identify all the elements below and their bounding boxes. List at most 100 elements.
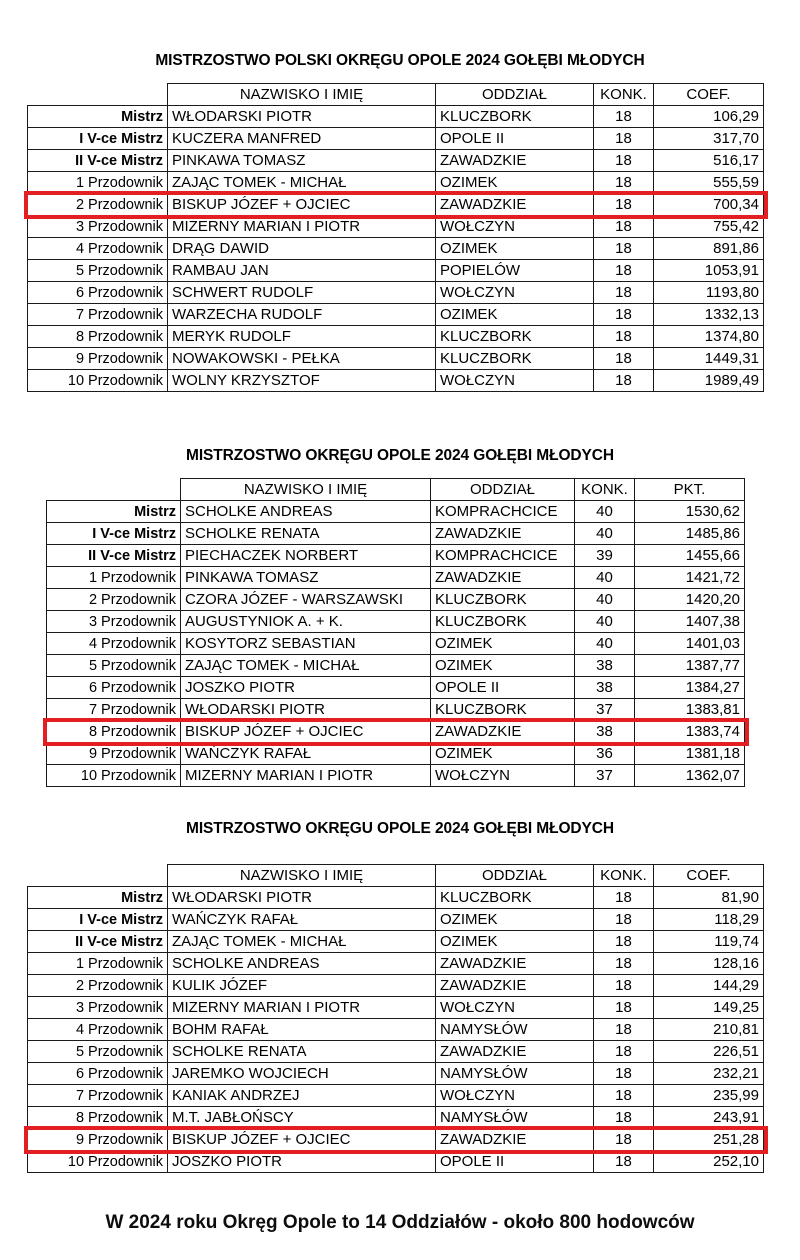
table-row: 4 Przodownik DRĄG DAWID OZIMEK 18 891,86: [27, 237, 764, 260]
score-value-cell: 149,25: [653, 996, 764, 1019]
rank-label-cell: 2 Przodownik: [46, 588, 181, 611]
score-value-cell: 81,90: [653, 886, 764, 909]
section-branch-cell: WOŁCZYN: [430, 764, 575, 787]
section-branch-cell: OZIMEK: [435, 930, 594, 953]
breeder-name-cell: KOSYTORZ SEBASTIAN: [180, 632, 431, 655]
score-value-cell: 1362,07: [634, 764, 745, 787]
contests-count-cell: 18: [593, 1062, 654, 1085]
table-row: 9 Przodownik WAŃCZYK RAFAŁ OZIMEK 36 1381,18: [46, 742, 745, 765]
table-row: 8 Przodownik MERYK RUDOLF KLUCZBORK 18 1374,…: [27, 325, 764, 348]
contests-count-cell: 18: [593, 193, 654, 216]
table-header-row: NAZWISKO I IMIĘ ODDZIAŁ KONK. COEF.: [27, 864, 764, 887]
section-title: MISTRZOSTWO OKRĘGU OPOLE 2024 GOŁĘBI MŁO…: [186, 820, 614, 837]
column-header: COEF.: [653, 83, 764, 106]
rank-label-cell: 9 Przodownik: [27, 1128, 168, 1151]
contests-count-cell: 18: [593, 1106, 654, 1129]
section-branch-cell: OZIMEK: [435, 303, 594, 326]
rank-label-cell: 7 Przodownik: [46, 698, 181, 721]
breeder-name-cell: SCHWERT RUDOLF: [167, 281, 436, 304]
contests-count-cell: 18: [593, 369, 654, 392]
section-branch-cell: ZAWADZKIE: [435, 1128, 594, 1151]
section-branch-cell: WOŁCZYN: [435, 996, 594, 1019]
column-header: KONK.: [574, 478, 635, 501]
table-row: Mistrz WŁODARSKI PIOTR KLUCZBORK 18 81,90: [27, 886, 764, 909]
rank-label-cell: I V-ce Mistrz: [46, 522, 181, 545]
contests-count-cell: 18: [593, 215, 654, 238]
section-branch-cell: WOŁCZYN: [435, 281, 594, 304]
table-row: 3 Przodownik MIZERNY MARIAN I PIOTR WOŁCZY…: [27, 215, 764, 238]
section-branch-cell: WOŁCZYN: [435, 1084, 594, 1107]
table-row: 5 Przodownik SCHOLKE RENATA ZAWADZKIE 18 226…: [27, 1040, 764, 1063]
contests-count-cell: 39: [574, 544, 635, 567]
table-row: 9 Przodownik NOWAKOWSKI - PEŁKA KLUCZBORK 1…: [27, 347, 764, 370]
score-value-cell: 144,29: [653, 974, 764, 997]
section-branch-cell: OZIMEK: [435, 237, 594, 260]
score-value-cell: 1989,49: [653, 369, 764, 392]
section-branch-cell: KLUCZBORK: [430, 698, 575, 721]
table-row: 7 Przodownik WŁODARSKI PIOTR KLUCZBORK 37 13…: [46, 698, 745, 721]
section-branch-cell: KOMPRACHCICE: [430, 544, 575, 567]
rank-label-cell: 10 Przodownik: [27, 1150, 168, 1173]
contests-count-cell: 40: [574, 500, 635, 523]
table-row: 5 Przodownik ZAJĄC TOMEK - MICHAŁ OZIMEK 38…: [46, 654, 745, 677]
score-value-cell: 1387,77: [634, 654, 745, 677]
score-value-cell: 1455,66: [634, 544, 745, 567]
column-header: ODDZIAŁ: [430, 478, 575, 501]
section-branch-cell: NAMYSŁÓW: [435, 1062, 594, 1085]
contests-count-cell: 18: [593, 1128, 654, 1151]
table-row: 5 Przodownik RAMBAU JAN POPIELÓW 18 1053,91: [27, 259, 764, 282]
breeder-name-cell: ZAJĄC TOMEK - MICHAŁ: [167, 930, 436, 953]
rank-label-cell: 1 Przodownik: [46, 566, 181, 589]
contests-count-cell: 18: [593, 930, 654, 953]
section-title: MISTRZOSTWO OKRĘGU OPOLE 2024 GOŁĘBI MŁO…: [186, 447, 614, 464]
contests-count-cell: 18: [593, 886, 654, 909]
score-value-cell: 1383,74: [634, 720, 745, 743]
table-row: II V-ce Mistrz PINKAWA TOMASZ ZAWADZKIE 18 5…: [27, 149, 764, 172]
rank-label-cell: 4 Przodownik: [27, 237, 168, 260]
breeder-name-cell: KUCZERA MANFRED: [167, 127, 436, 150]
contests-count-cell: 18: [593, 259, 654, 282]
contests-count-cell: 36: [574, 742, 635, 765]
score-value-cell: 1407,38: [634, 610, 745, 633]
rank-label-cell: 5 Przodownik: [27, 259, 168, 282]
score-value-cell: 1193,80: [653, 281, 764, 304]
rank-label-cell: 6 Przodownik: [27, 281, 168, 304]
ranking-table: NAZWISKO I IMIĘ ODDZIAŁ KONK. COEF. Mistrz WŁ…: [27, 83, 764, 392]
rank-label-cell: 3 Przodownik: [46, 610, 181, 633]
rank-label-cell: 6 Przodownik: [46, 676, 181, 699]
section-mistrzostwo-okregu-pkt: MISTRZOSTWO OKRĘGU OPOLE 2024 GOŁĘBI MŁO…: [0, 447, 800, 787]
table-row: I V-ce Mistrz SCHOLKE RENATA ZAWADZKIE 40 14…: [46, 522, 745, 545]
score-value-cell: 555,59: [653, 171, 764, 194]
score-value-cell: 1384,27: [634, 676, 745, 699]
section-branch-cell: OZIMEK: [430, 654, 575, 677]
score-value-cell: 232,21: [653, 1062, 764, 1085]
score-value-cell: 1485,86: [634, 522, 745, 545]
breeder-name-cell: M.T. JABŁOŃSCY: [167, 1106, 436, 1129]
section-branch-cell: OZIMEK: [430, 742, 575, 765]
table-row: 7 Przodownik WARZECHA RUDOLF OZIMEK 18 1332,…: [27, 303, 764, 326]
contests-count-cell: 18: [593, 325, 654, 348]
column-header: NAZWISKO I IMIĘ: [180, 478, 431, 501]
breeder-name-cell: DRĄG DAWID: [167, 237, 436, 260]
table-row: 10 Przodownik MIZERNY MARIAN I PIOTR WOŁCZ…: [46, 764, 745, 787]
contests-count-cell: 38: [574, 676, 635, 699]
section-branch-cell: NAMYSŁÓW: [435, 1106, 594, 1129]
rank-label-cell: II V-ce Mistrz: [46, 544, 181, 567]
header-corner-cell: [46, 478, 181, 501]
contests-count-cell: 40: [574, 522, 635, 545]
header-corner-cell: [27, 864, 168, 887]
table-row: II V-ce Mistrz PIECHACZEK NORBERT KOMPRACH…: [46, 544, 745, 567]
contests-count-cell: 18: [593, 127, 654, 150]
rank-label-cell: I V-ce Mistrz: [27, 908, 168, 931]
table-row: Mistrz WŁODARSKI PIOTR KLUCZBORK 18 106,29: [27, 105, 764, 128]
section-branch-cell: KOMPRACHCICE: [430, 500, 575, 523]
score-value-cell: 1449,31: [653, 347, 764, 370]
contests-count-cell: 18: [593, 171, 654, 194]
breeder-name-cell: AUGUSTYNIOK A. + K.: [180, 610, 431, 633]
breeder-name-cell: ZAJĄC TOMEK - MICHAŁ: [167, 171, 436, 194]
rank-label-cell: 9 Przodownik: [27, 347, 168, 370]
section-branch-cell: ZAWADZKIE: [430, 522, 575, 545]
column-header: COEF.: [653, 864, 764, 887]
table-row: 8 Przodownik M.T. JABŁOŃSCY NAMYSŁÓW 18 243,…: [27, 1106, 764, 1129]
score-value-cell: 1530,62: [634, 500, 745, 523]
